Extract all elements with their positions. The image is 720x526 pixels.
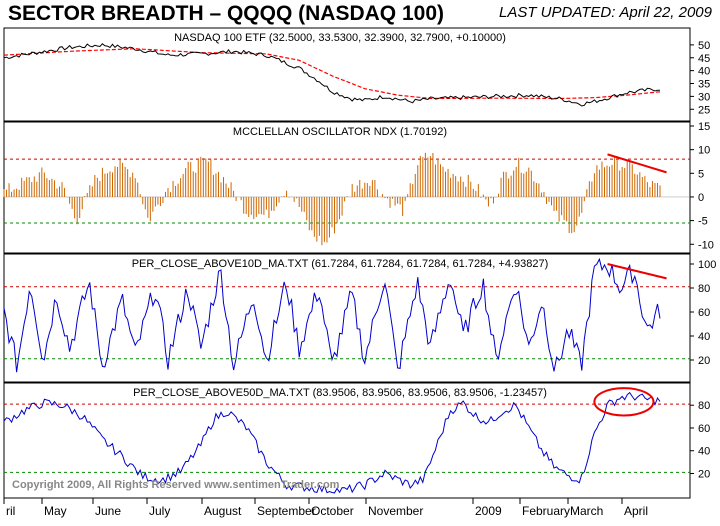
- x-tick-label: February: [522, 504, 570, 518]
- x-tick-label: October: [311, 504, 354, 518]
- panel-frame: [3, 27, 691, 122]
- y-tick-label: -5: [698, 216, 708, 228]
- copyright-text: Copyright 2009, All Rights Reserved www.…: [12, 479, 340, 491]
- x-tick-label: June: [95, 504, 121, 518]
- y-tick-label: 45: [698, 53, 710, 65]
- last-updated-date: April 22, 2009: [619, 4, 712, 21]
- y-tick-label: 40: [698, 66, 710, 78]
- panel-frame: [3, 121, 691, 254]
- last-updated-label: LAST UPDATED:: [499, 4, 616, 21]
- y-tick-label: 0: [698, 192, 704, 204]
- trend-annotation: [607, 153, 667, 174]
- panel-frame: [3, 382, 691, 499]
- circle-annotation: [593, 387, 655, 417]
- y-tick-label: 25: [698, 104, 710, 116]
- x-tick-label: May: [44, 504, 67, 518]
- panel-title: NASDAQ 100 ETF (32.5000, 33.5300, 32.390…: [174, 32, 506, 44]
- x-tick-label: March: [570, 504, 603, 518]
- y-tick-label: 80: [698, 400, 710, 412]
- y-tick-label: 60: [698, 423, 710, 435]
- y-tick-label: 15: [698, 121, 710, 133]
- y-tick-label: 20: [698, 469, 710, 481]
- y-tick-label: 80: [698, 283, 710, 295]
- y-tick-label: 40: [698, 331, 710, 343]
- panel-title: PER_CLOSE_ABOVE10D_MA.TXT (61.7284, 61.7…: [132, 258, 549, 270]
- y-tick-label: 35: [698, 79, 710, 91]
- breadth-line: [3, 391, 661, 494]
- y-tick-label: 40: [698, 446, 710, 458]
- moving-average-line: [3, 48, 661, 100]
- y-tick-label: 60: [698, 307, 710, 319]
- x-tick-label: July: [149, 504, 170, 518]
- chart-title: SECTOR BREADTH – QQQQ (NASDAQ 100): [8, 2, 445, 25]
- y-tick-label: -10: [698, 239, 714, 251]
- x-tick-label: 2009: [475, 504, 502, 518]
- panel-title: PER_CLOSE_ABOVE50D_MA.TXT (83.9506, 83.9…: [133, 387, 547, 399]
- x-tick-label: September: [257, 504, 316, 518]
- panel-title: MCCLELLAN OSCILLATOR NDX (1.70192): [233, 126, 447, 138]
- breadth-line: [3, 257, 661, 373]
- x-tick-label: April: [624, 504, 648, 518]
- price-line: [3, 43, 660, 107]
- x-tick-label: August: [204, 504, 242, 518]
- y-tick-label: 30: [698, 91, 710, 103]
- y-tick-label: 10: [698, 145, 710, 157]
- y-tick-label: 100: [698, 259, 716, 271]
- header: SECTOR BREADTH – QQQQ (NASDAQ 100) LAST …: [0, 0, 720, 28]
- y-tick-label: 50: [698, 40, 710, 52]
- trend-annotation: [607, 263, 667, 280]
- x-tick-label: ril: [6, 504, 15, 518]
- last-updated: LAST UPDATED: April 22, 2009: [495, 4, 712, 21]
- y-tick-label: 20: [698, 355, 710, 367]
- panel-frame: [3, 253, 691, 383]
- x-tick-label: November: [368, 504, 423, 518]
- y-tick-label: 5: [698, 168, 704, 180]
